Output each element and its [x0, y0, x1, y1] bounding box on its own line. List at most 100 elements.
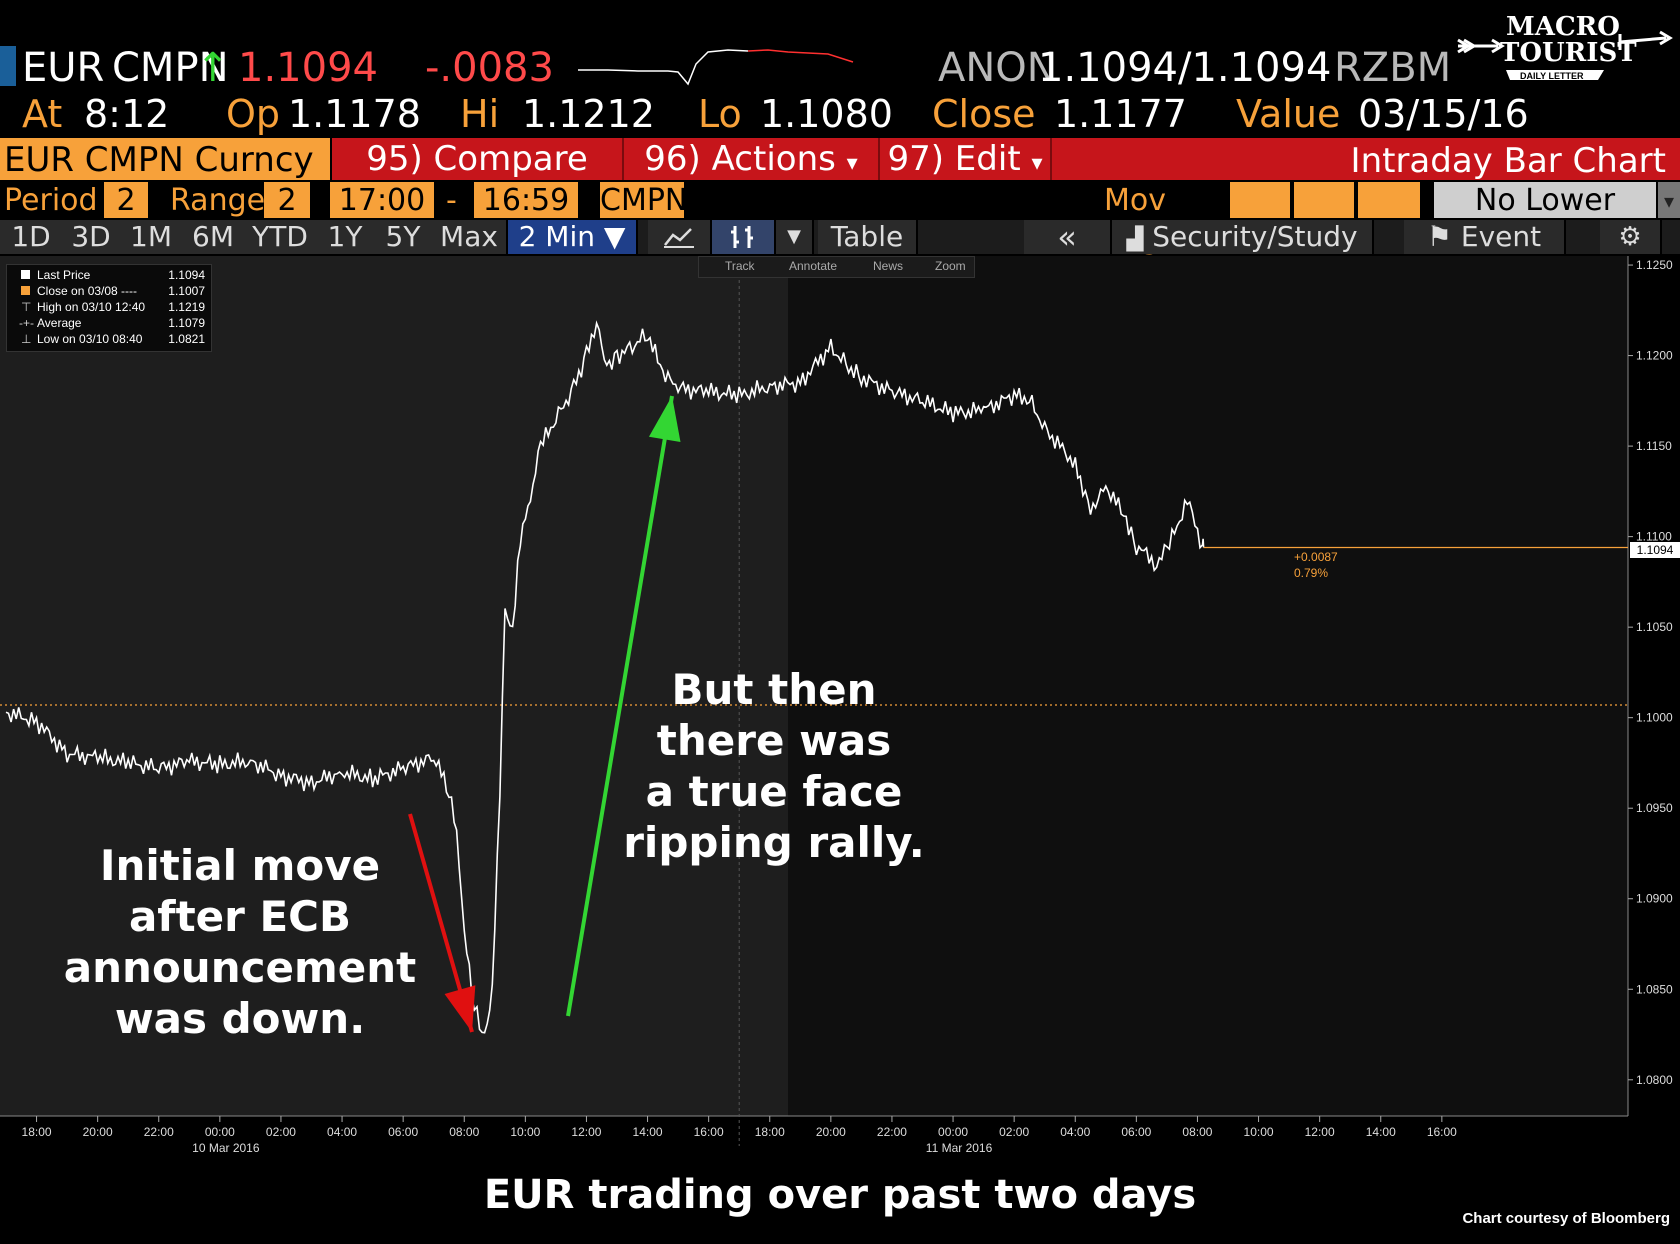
tab-1d[interactable]: 1D [0, 220, 64, 254]
x-tick-label: 14:00 [1366, 1125, 1396, 1139]
logo-line-2: TOURIST [1500, 38, 1637, 68]
collapse-icon[interactable]: « [1024, 220, 1112, 254]
right-annotation-line-3: a true face [645, 767, 903, 816]
price-chart: 1.1250 1.1200 1.1150 1.1100 1.1050 1.1000 1.09… [0, 256, 1680, 1172]
y-tick-label: 1.0950 [1636, 801, 1673, 815]
y-tick-label: 1.1100 [1636, 530, 1672, 544]
price-series-line [5, 320, 1205, 1034]
x-tick-label: 10:00 [510, 1125, 540, 1139]
compare-button[interactable]: 95) Compare [332, 138, 624, 180]
x-tick-label: 12:00 [1305, 1125, 1335, 1139]
tab-max[interactable]: Max [432, 220, 508, 254]
actions-dropdown-icon: ▾ [846, 151, 858, 176]
range-input[interactable]: 2 [264, 182, 310, 218]
y-tick-label: 1.1000 [1636, 711, 1673, 725]
bid-source: ANON [938, 45, 1057, 91]
chart-type-dropdown-icon[interactable]: ▼ [776, 220, 814, 254]
right-annotation-line-2: there was [656, 716, 892, 765]
low-label: Lo [698, 92, 742, 136]
x-tick-label: 22:00 [144, 1125, 174, 1139]
security-ticker[interactable]: EUR CMPN Curncy [0, 138, 330, 180]
x-tick-label: 04:00 [327, 1125, 357, 1139]
mov-avg-input-1[interactable] [1230, 182, 1290, 218]
edit-dropdown-icon: ▾ [1031, 151, 1043, 176]
source-input[interactable]: CMPN [600, 182, 688, 218]
legend-square-icon [21, 286, 30, 295]
tab-6m[interactable]: 6M [182, 220, 246, 254]
y-tick-label: 1.0900 [1636, 892, 1673, 906]
mov-avg-input-2[interactable] [1294, 182, 1354, 218]
actions-button[interactable]: 96) Actions ▾ [624, 138, 880, 180]
table-button[interactable]: Table [818, 220, 918, 254]
tab-1y[interactable]: 1Y [316, 220, 376, 254]
right-annotation-line-4: ripping rally. [623, 818, 925, 867]
ask-source: RZBM [1334, 45, 1452, 91]
value-date: 03/15/16 [1358, 92, 1529, 136]
line-chart-icon[interactable] [648, 220, 712, 254]
quote-header: EUR CMPN ↑ 1.1094 -.0083 ANON 1.1094/1.1… [0, 44, 1680, 92]
change-percent: 0.79% [1294, 566, 1329, 580]
tab-5y[interactable]: 5Y [374, 220, 434, 254]
x-tick-label: 02:00 [266, 1125, 296, 1139]
low-value: 1.1080 [760, 92, 893, 136]
track-button[interactable]: Track [725, 259, 755, 273]
up-arrow-icon: ↑ [196, 45, 230, 91]
last-price-tag: 1.1094 [1630, 542, 1680, 558]
x-tick-label: 12:00 [571, 1125, 601, 1139]
logo-arrows-icon [1457, 30, 1673, 80]
right-annotation-line-1: But then [671, 665, 877, 714]
mov-avg-label: Mov Avg [1104, 183, 1166, 256]
zoom-button[interactable]: Zoom [935, 259, 966, 273]
x-tick-label: 14:00 [633, 1125, 663, 1139]
x-tick-label: 06:00 [1121, 1125, 1151, 1139]
y-tick-label: 1.1200 [1636, 349, 1673, 363]
lower-chart-dropdown-icon[interactable]: ▾ [1658, 182, 1680, 218]
x-tick-label: 04:00 [1060, 1125, 1090, 1139]
credit: Chart courtesy of Bloomberg [1462, 1210, 1670, 1227]
caption: EUR trading over past two days [483, 1172, 1197, 1218]
right-annotation: But then there was a true face ripping r… [574, 664, 974, 868]
end-time-input[interactable]: 16:59 [474, 182, 578, 218]
security-study-button[interactable]: ▟ Security/Study [1112, 220, 1374, 254]
y-tick-label: 1.1250 [1636, 258, 1673, 272]
open-label: Op [226, 92, 281, 136]
legend-last-price: Last Price 1.1094 [7, 267, 211, 283]
change-value: +0.0087 [1294, 550, 1338, 564]
tab-1m[interactable]: 1M [120, 220, 184, 254]
sparkline [578, 49, 854, 86]
event-label: Event [1460, 220, 1542, 253]
net-change: -.0083 [425, 45, 554, 91]
mov-avg-input-3[interactable] [1358, 182, 1420, 218]
tab-3d[interactable]: 3D [62, 220, 122, 254]
period-input[interactable]: 2 [104, 182, 148, 218]
chart-area-day1 [0, 256, 788, 1116]
y-axis-panel [1628, 256, 1680, 1116]
annotate-button[interactable]: Annotate [789, 259, 838, 273]
actions-label: 96) Actions [644, 139, 836, 179]
lower-chart-select[interactable]: No Lower Chart [1434, 182, 1656, 256]
news-button[interactable]: News [873, 259, 904, 273]
event-button[interactable]: ⚑ Event [1404, 220, 1566, 254]
legend-high-icon: ⊤ [21, 300, 32, 314]
macro-tourist-logo: MACRO TOURIST DAILY LETTER [1454, 8, 1680, 88]
left-annotation-line-4: was down. [114, 994, 366, 1043]
function-title: Intraday Bar Chart [1350, 141, 1666, 181]
bid-ask: 1.1094/1.1094 [1038, 45, 1332, 91]
x-tick-label: 18:00 [22, 1125, 52, 1139]
left-annotation: Initial move after ECB announcement was … [40, 840, 440, 1044]
x-tick-label: 18:00 [755, 1125, 785, 1139]
logo-line-1: MACRO [1506, 12, 1620, 42]
bar-chart-icon[interactable] [712, 220, 776, 254]
value-label: Value [1236, 92, 1341, 136]
y-tick-label: 1.1050 [1636, 620, 1673, 634]
interval-select[interactable]: 2 Min ▼ [508, 220, 638, 254]
start-time-input[interactable]: 17:00 [330, 182, 434, 218]
left-annotation-line-2: after ECB [128, 892, 352, 941]
currency-code: EUR [22, 45, 105, 91]
tab-ytd[interactable]: YTD [244, 220, 318, 254]
x-tick-label: 08:00 [449, 1125, 479, 1139]
settings-gear-icon[interactable]: ⚙ [1600, 220, 1662, 254]
edit-button[interactable]: 97) Edit ▾ [880, 138, 1052, 180]
flag-icon: ⚑ [1426, 220, 1452, 253]
up-arrow-icon-head [648, 396, 681, 443]
